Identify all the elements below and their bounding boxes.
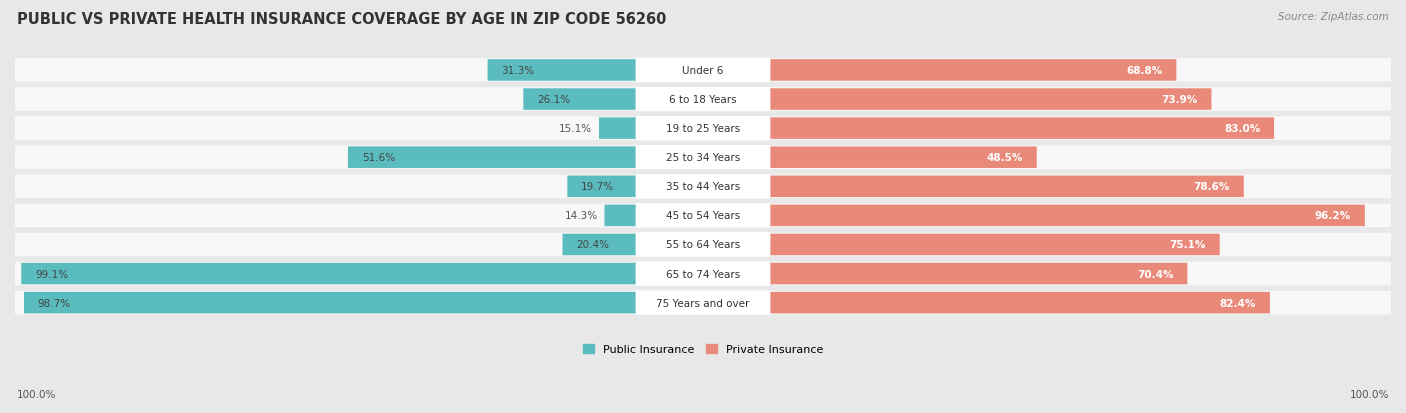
Text: 45 to 54 Years: 45 to 54 Years — [666, 211, 740, 221]
FancyBboxPatch shape — [523, 89, 703, 111]
FancyBboxPatch shape — [15, 262, 1391, 286]
FancyBboxPatch shape — [636, 146, 770, 170]
FancyBboxPatch shape — [15, 146, 1391, 170]
FancyBboxPatch shape — [605, 205, 703, 227]
FancyBboxPatch shape — [703, 263, 1188, 285]
Text: 15.1%: 15.1% — [560, 124, 592, 134]
Text: 25 to 34 Years: 25 to 34 Years — [666, 153, 740, 163]
Text: 70.4%: 70.4% — [1137, 269, 1174, 279]
Text: 100.0%: 100.0% — [17, 389, 56, 399]
FancyBboxPatch shape — [636, 59, 770, 83]
Text: 83.0%: 83.0% — [1223, 124, 1260, 134]
FancyBboxPatch shape — [15, 117, 1391, 140]
Text: 99.1%: 99.1% — [35, 269, 69, 279]
FancyBboxPatch shape — [15, 175, 1391, 199]
Text: 68.8%: 68.8% — [1126, 66, 1163, 76]
FancyBboxPatch shape — [636, 116, 770, 141]
Legend: Public Insurance, Private Insurance: Public Insurance, Private Insurance — [579, 339, 827, 359]
FancyBboxPatch shape — [15, 204, 1391, 228]
Text: 73.9%: 73.9% — [1161, 95, 1198, 105]
Text: 96.2%: 96.2% — [1315, 211, 1351, 221]
Text: 78.6%: 78.6% — [1194, 182, 1230, 192]
Text: 98.7%: 98.7% — [38, 298, 70, 308]
Text: 75 Years and over: 75 Years and over — [657, 298, 749, 308]
FancyBboxPatch shape — [15, 233, 1391, 256]
FancyBboxPatch shape — [636, 175, 770, 199]
Text: 82.4%: 82.4% — [1219, 298, 1256, 308]
FancyBboxPatch shape — [703, 89, 1212, 111]
Text: 55 to 64 Years: 55 to 64 Years — [666, 240, 740, 250]
FancyBboxPatch shape — [24, 292, 703, 313]
FancyBboxPatch shape — [703, 60, 1177, 81]
FancyBboxPatch shape — [488, 60, 703, 81]
FancyBboxPatch shape — [703, 147, 1036, 169]
FancyBboxPatch shape — [599, 118, 703, 140]
Text: 6 to 18 Years: 6 to 18 Years — [669, 95, 737, 105]
Text: PUBLIC VS PRIVATE HEALTH INSURANCE COVERAGE BY AGE IN ZIP CODE 56260: PUBLIC VS PRIVATE HEALTH INSURANCE COVER… — [17, 12, 666, 27]
FancyBboxPatch shape — [15, 88, 1391, 112]
FancyBboxPatch shape — [703, 292, 1270, 313]
FancyBboxPatch shape — [15, 291, 1391, 315]
Text: 51.6%: 51.6% — [361, 153, 395, 163]
FancyBboxPatch shape — [636, 233, 770, 257]
Text: 19.7%: 19.7% — [581, 182, 614, 192]
FancyBboxPatch shape — [636, 204, 770, 228]
FancyBboxPatch shape — [562, 234, 703, 256]
Text: 100.0%: 100.0% — [1350, 389, 1389, 399]
Text: 14.3%: 14.3% — [565, 211, 598, 221]
Text: Under 6: Under 6 — [682, 66, 724, 76]
FancyBboxPatch shape — [636, 291, 770, 315]
Text: 19 to 25 Years: 19 to 25 Years — [666, 124, 740, 134]
Text: 20.4%: 20.4% — [576, 240, 609, 250]
FancyBboxPatch shape — [347, 147, 703, 169]
Text: 35 to 44 Years: 35 to 44 Years — [666, 182, 740, 192]
Text: 26.1%: 26.1% — [537, 95, 571, 105]
Text: 65 to 74 Years: 65 to 74 Years — [666, 269, 740, 279]
Text: 48.5%: 48.5% — [987, 153, 1022, 163]
Text: 31.3%: 31.3% — [502, 66, 534, 76]
Text: Source: ZipAtlas.com: Source: ZipAtlas.com — [1278, 12, 1389, 22]
FancyBboxPatch shape — [703, 205, 1365, 227]
FancyBboxPatch shape — [568, 176, 703, 197]
FancyBboxPatch shape — [15, 59, 1391, 83]
FancyBboxPatch shape — [21, 263, 703, 285]
FancyBboxPatch shape — [703, 234, 1219, 256]
FancyBboxPatch shape — [703, 176, 1244, 197]
FancyBboxPatch shape — [636, 88, 770, 112]
FancyBboxPatch shape — [636, 262, 770, 286]
FancyBboxPatch shape — [703, 118, 1274, 140]
Text: 75.1%: 75.1% — [1170, 240, 1206, 250]
